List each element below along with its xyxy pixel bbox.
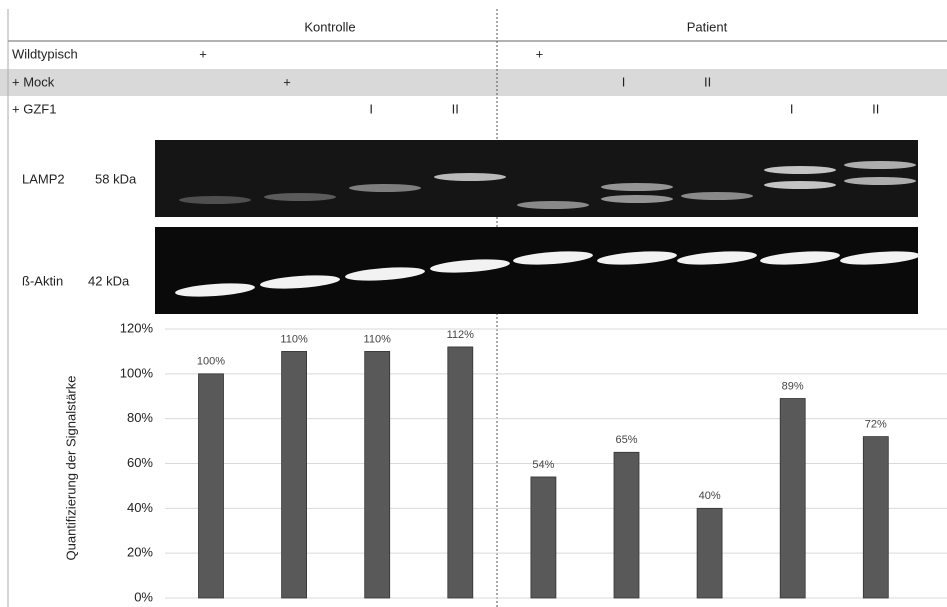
- blot-band: [681, 192, 753, 200]
- y-tick-label: 80%: [127, 410, 153, 425]
- blot-band: [179, 196, 251, 204]
- value-label: 72%: [865, 419, 887, 431]
- row-band: [0, 69, 947, 96]
- blot-band: [844, 161, 916, 169]
- y-tick-label: 60%: [127, 455, 153, 470]
- blot-aktin: [155, 227, 918, 314]
- blot-size: 58 kDa: [95, 171, 137, 186]
- value-label: 40%: [699, 490, 721, 502]
- lane-mark: I: [790, 101, 794, 116]
- blot-band: [844, 177, 916, 185]
- row-label: Wildtypisch: [12, 46, 78, 61]
- value-label: 89%: [782, 380, 804, 392]
- blot-band: [764, 181, 836, 189]
- lane-mark: II: [704, 74, 711, 89]
- bar: [614, 452, 639, 598]
- y-tick-label: 100%: [120, 365, 154, 380]
- group-label: Patient: [687, 19, 728, 34]
- y-tick-label: 120%: [120, 320, 154, 335]
- bar: [863, 437, 888, 598]
- lane-mark: I: [622, 74, 626, 89]
- value-label: 110%: [280, 333, 308, 345]
- lane-mark: +: [283, 74, 291, 89]
- blot-band: [601, 183, 673, 191]
- value-label: 54%: [532, 459, 554, 471]
- bar: [780, 398, 805, 598]
- bar: [531, 477, 556, 598]
- blot-band: [349, 184, 421, 192]
- lane-mark: I: [369, 101, 373, 116]
- row-label: + GZF1: [12, 101, 56, 116]
- bar: [199, 374, 224, 598]
- group-label: Kontrolle: [304, 19, 355, 34]
- bar: [697, 508, 722, 598]
- blot-name: ß-Aktin: [22, 273, 63, 288]
- value-label: 65%: [615, 434, 637, 446]
- lane-mark: II: [452, 101, 459, 116]
- y-tick-label: 40%: [127, 500, 153, 515]
- lane-mark: II: [872, 101, 879, 116]
- blot-band: [264, 193, 336, 201]
- y-axis-title: Quantifizierung der Signalstärke: [63, 376, 78, 561]
- blot-band: [601, 195, 673, 203]
- bar: [282, 351, 307, 598]
- blot-band: [517, 201, 589, 209]
- lane-mark: +: [536, 46, 544, 61]
- lane-mark: +: [199, 46, 207, 61]
- figure: Kontrolle Patient LAMP2 58 kDa ß-Aktin 4…: [0, 0, 947, 607]
- value-label: 110%: [364, 333, 392, 345]
- bar: [365, 351, 390, 598]
- y-tick-label: 0%: [134, 589, 153, 604]
- blot-band: [764, 166, 836, 174]
- row-label: + Mock: [12, 74, 55, 89]
- blot-band: [434, 173, 506, 181]
- value-label: 112%: [447, 329, 475, 341]
- blot-name: LAMP2: [22, 171, 65, 186]
- y-tick-label: 20%: [127, 545, 153, 560]
- value-label: 100%: [197, 356, 225, 368]
- blot-size: 42 kDa: [88, 273, 130, 288]
- bar: [448, 347, 473, 598]
